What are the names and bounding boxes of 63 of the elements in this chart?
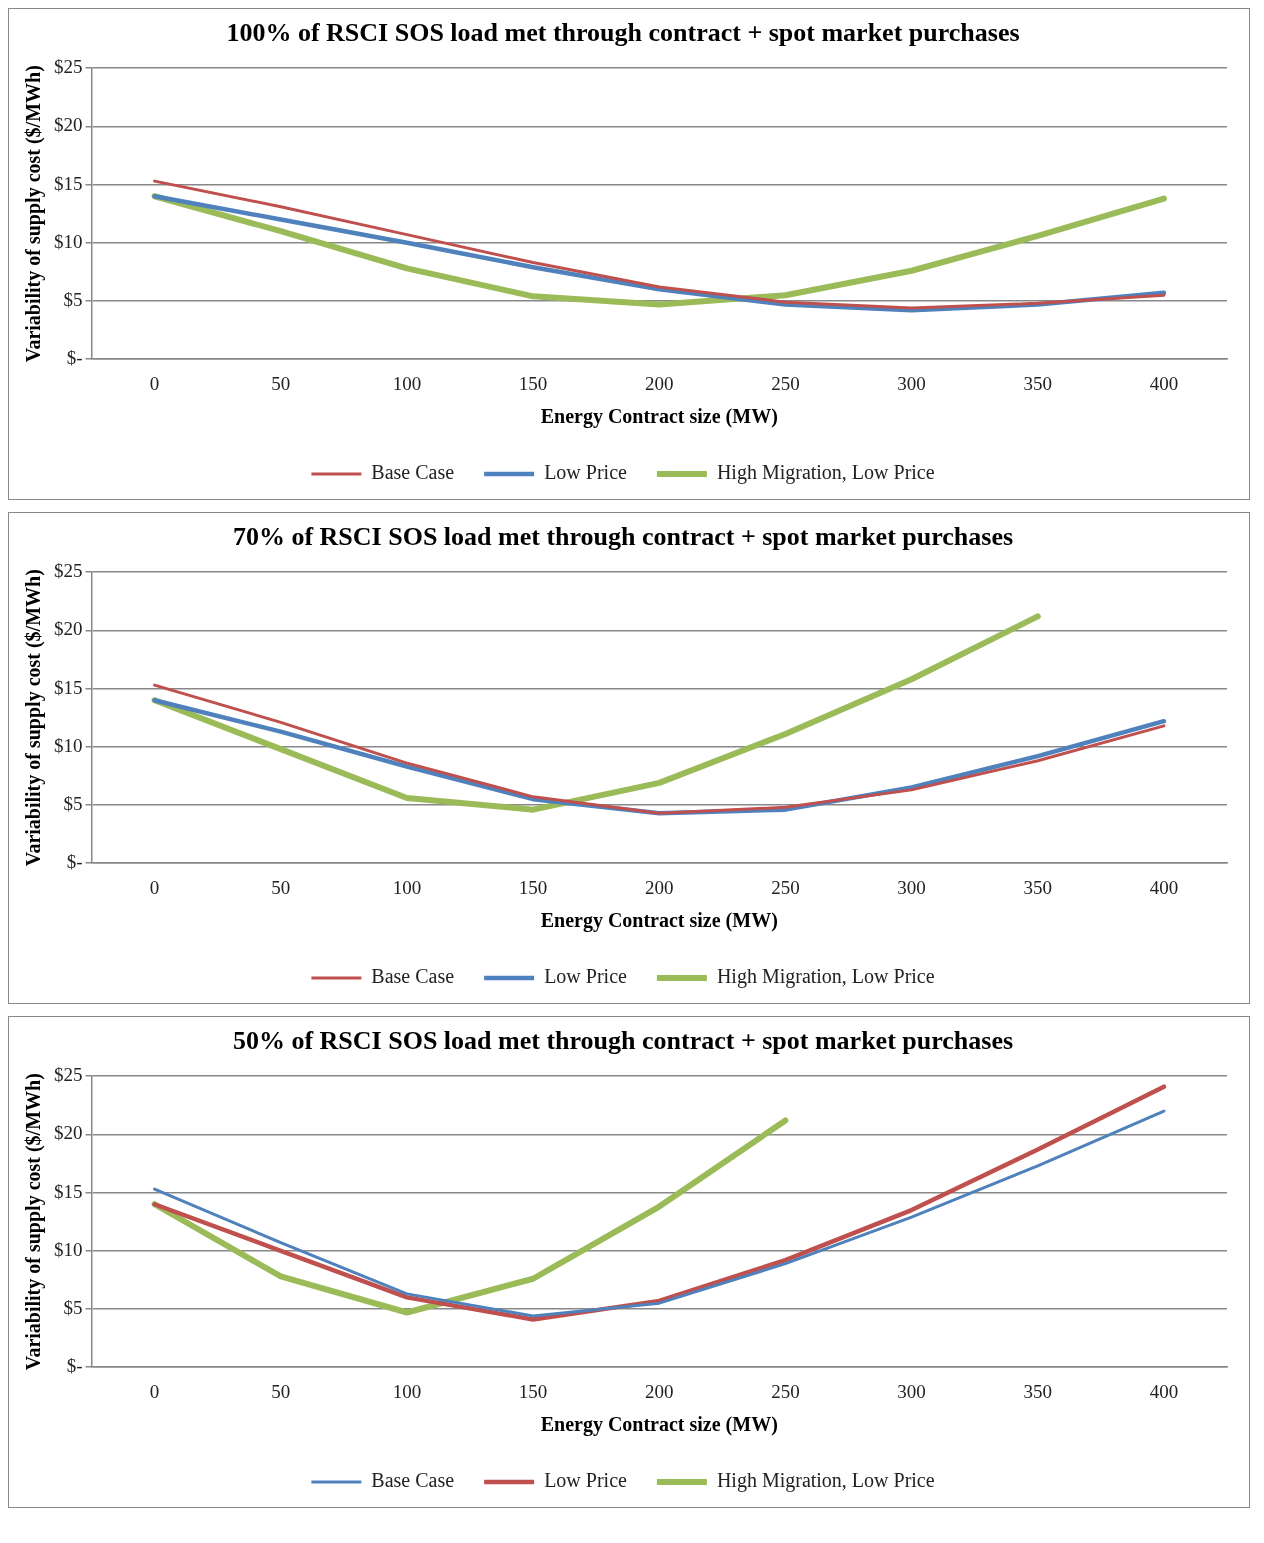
legend-label: Low Price — [544, 461, 627, 484]
y-tick-label: $25 — [54, 1064, 83, 1086]
x-tick-label: 50 — [271, 1380, 291, 1402]
y-tick-label: $20 — [54, 1122, 83, 1144]
y-axis-title: Variability of supply cost ($/MWh) — [22, 1073, 46, 1371]
y-tick-label: $- — [66, 851, 83, 873]
legend-label: Low Price — [544, 1469, 627, 1492]
x-tick-label: 350 — [1023, 876, 1052, 898]
x-tick-label: 400 — [1149, 876, 1179, 898]
y-tick-label: $10 — [54, 1238, 83, 1260]
y-tick-label: $10 — [54, 734, 83, 756]
x-tick-label: 100 — [392, 1380, 422, 1402]
x-tick-label: 100 — [392, 372, 422, 394]
y-tick-label: $5 — [63, 288, 83, 310]
chart-title: 50% of RSCI SOS load met through contract + spot market purchases — [232, 1026, 1014, 1056]
x-tick-label: 300 — [897, 372, 926, 394]
y-tick-label: $- — [66, 347, 83, 369]
y-axis-title: Variability of supply cost ($/MWh) — [22, 569, 46, 867]
x-tick-label: 400 — [1149, 372, 1179, 394]
y-tick-label: $10 — [54, 230, 83, 252]
legend-label: Base Case — [371, 965, 455, 988]
x-tick-label: 200 — [645, 372, 674, 394]
y-tick-label: $15 — [54, 676, 83, 698]
y-tick-label: $5 — [63, 1296, 83, 1318]
x-tick-label: 350 — [1023, 372, 1052, 394]
y-tick-label: $15 — [54, 1180, 83, 1202]
legend-label: High Migration, Low Price — [716, 965, 935, 989]
y-tick-label: $15 — [54, 172, 83, 194]
y-tick-label: $20 — [54, 618, 83, 640]
x-tick-label: 200 — [645, 876, 674, 898]
x-axis-title: Energy Contract size (MW) — [540, 1413, 778, 1437]
legend-label: Base Case — [371, 1469, 455, 1492]
legend-label: High Migration, Low Price — [716, 461, 935, 485]
x-tick-label: 0 — [149, 1380, 160, 1402]
x-tick-label: 100 — [392, 876, 422, 898]
chart-title: 100% of RSCI SOS load met through contract + spot market purchases — [226, 18, 1020, 48]
x-tick-label: 300 — [897, 876, 926, 898]
legend-label: Base Case — [371, 461, 455, 484]
x-tick-label: 50 — [271, 372, 291, 394]
x-tick-label: 150 — [518, 1380, 548, 1402]
y-tick-label: $- — [66, 1355, 83, 1377]
y-tick-label: $20 — [54, 114, 83, 136]
x-tick-label: 0 — [149, 876, 160, 898]
x-tick-label: 0 — [149, 372, 160, 394]
y-tick-label: $5 — [63, 792, 83, 814]
x-tick-label: 150 — [518, 876, 548, 898]
y-tick-label: $25 — [54, 56, 83, 78]
x-tick-label: 350 — [1023, 1380, 1052, 1402]
legend-label: High Migration, Low Price — [716, 1469, 935, 1493]
y-axis-title: Variability of supply cost ($/MWh) — [22, 65, 46, 363]
y-tick-label: $25 — [54, 560, 83, 582]
x-tick-label: 400 — [1149, 1380, 1179, 1402]
x-tick-label: 300 — [897, 1380, 926, 1402]
x-tick-label: 250 — [771, 876, 800, 898]
x-tick-label: 150 — [518, 372, 548, 394]
x-tick-label: 250 — [771, 1380, 800, 1402]
legend-label: Low Price — [544, 965, 627, 988]
x-tick-label: 250 — [771, 372, 800, 394]
x-tick-label: 200 — [645, 1380, 674, 1402]
chart-title: 70% of RSCI SOS load met through contract + spot market purchases — [232, 522, 1014, 552]
x-axis-title: Energy Contract size (MW) — [540, 405, 778, 429]
x-axis-title: Energy Contract size (MW) — [540, 909, 778, 933]
x-tick-label: 50 — [271, 876, 291, 898]
